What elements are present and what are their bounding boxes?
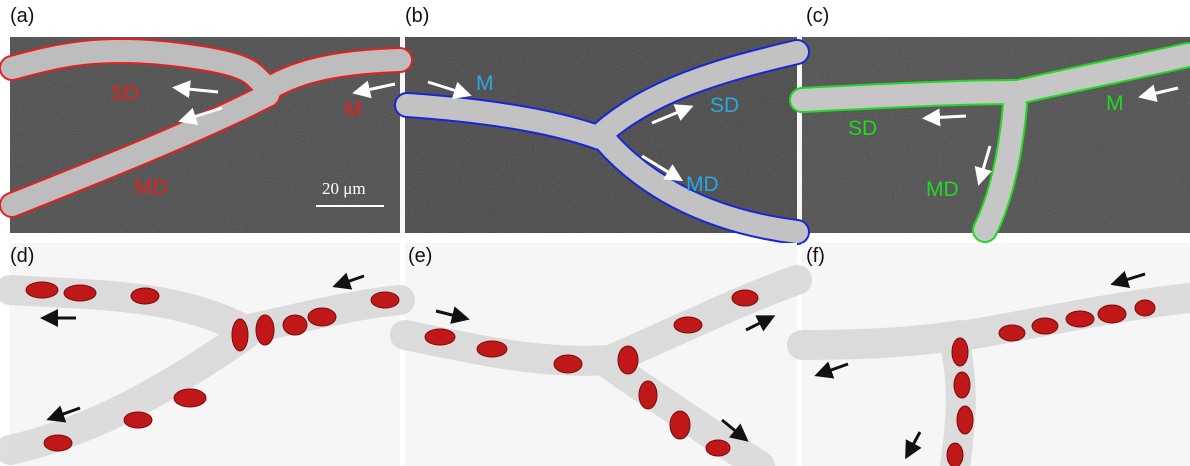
label-m: M [344, 98, 362, 121]
panel-label: (f) [806, 245, 825, 267]
label-m: M [1106, 92, 1124, 115]
label-md: MD [686, 173, 719, 196]
figure: SD M MD 20 μm M SD MD SD M MD [0, 0, 1190, 466]
label-md: MD [926, 178, 959, 201]
panel-label: (d) [10, 245, 34, 267]
panel-label: (a) [10, 5, 34, 27]
panel-label: (e) [408, 245, 432, 267]
simulations [10, 243, 1190, 466]
label-sd: SD [848, 117, 877, 140]
scale-bar-label: 20 μm [322, 179, 366, 198]
label-sd: SD [710, 94, 739, 117]
panel-label: (c) [806, 5, 829, 27]
label-sd: SD [110, 82, 139, 105]
panel-label: (b) [405, 5, 429, 27]
label-m: M [476, 72, 494, 95]
label-md: MD [135, 176, 168, 199]
